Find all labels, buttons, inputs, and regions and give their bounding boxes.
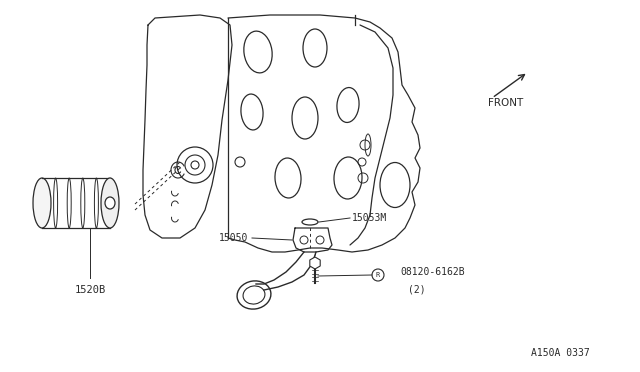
- Ellipse shape: [105, 197, 115, 209]
- Text: A150A 0337: A150A 0337: [531, 348, 590, 358]
- Text: 1520B: 1520B: [74, 285, 106, 295]
- Text: R: R: [376, 272, 380, 278]
- Text: FRONT: FRONT: [488, 98, 524, 108]
- Text: 08120-6162B: 08120-6162B: [400, 267, 465, 277]
- Ellipse shape: [101, 178, 119, 228]
- Text: 15050: 15050: [219, 233, 248, 243]
- Ellipse shape: [33, 178, 51, 228]
- Text: 15053M: 15053M: [352, 213, 387, 223]
- Text: (2): (2): [408, 284, 426, 294]
